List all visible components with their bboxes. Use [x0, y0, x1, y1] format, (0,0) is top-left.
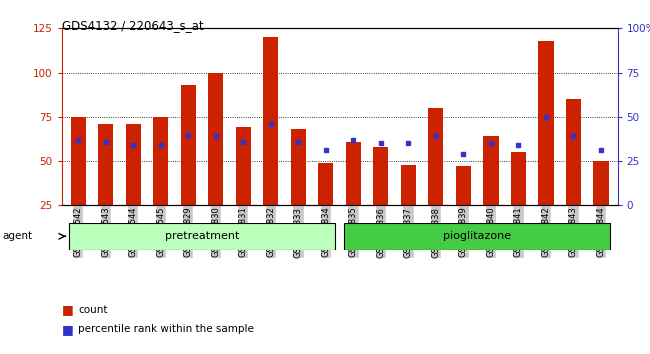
- Text: GDS4132 / 220643_s_at: GDS4132 / 220643_s_at: [62, 19, 203, 33]
- Bar: [373, 147, 389, 205]
- Bar: [401, 165, 416, 205]
- Bar: [98, 124, 113, 205]
- Bar: [344, 223, 610, 250]
- Bar: [181, 85, 196, 205]
- Text: pretreatment: pretreatment: [165, 231, 239, 241]
- Bar: [346, 142, 361, 205]
- Text: agent: agent: [2, 231, 32, 241]
- Bar: [593, 161, 608, 205]
- Bar: [125, 124, 141, 205]
- Bar: [484, 136, 499, 205]
- Bar: [566, 99, 581, 205]
- Text: ■: ■: [62, 323, 73, 336]
- Bar: [208, 73, 224, 205]
- Bar: [428, 108, 443, 205]
- Bar: [71, 117, 86, 205]
- Bar: [511, 152, 526, 205]
- Bar: [538, 41, 554, 205]
- Bar: [153, 117, 168, 205]
- Bar: [236, 127, 251, 205]
- Text: count: count: [78, 305, 107, 315]
- Bar: [318, 163, 333, 205]
- Text: pioglitazone: pioglitazone: [443, 231, 512, 241]
- Text: percentile rank within the sample: percentile rank within the sample: [78, 324, 254, 334]
- Bar: [70, 223, 335, 250]
- Bar: [291, 129, 306, 205]
- Text: ■: ■: [62, 303, 73, 316]
- Bar: [263, 37, 278, 205]
- Bar: [456, 166, 471, 205]
